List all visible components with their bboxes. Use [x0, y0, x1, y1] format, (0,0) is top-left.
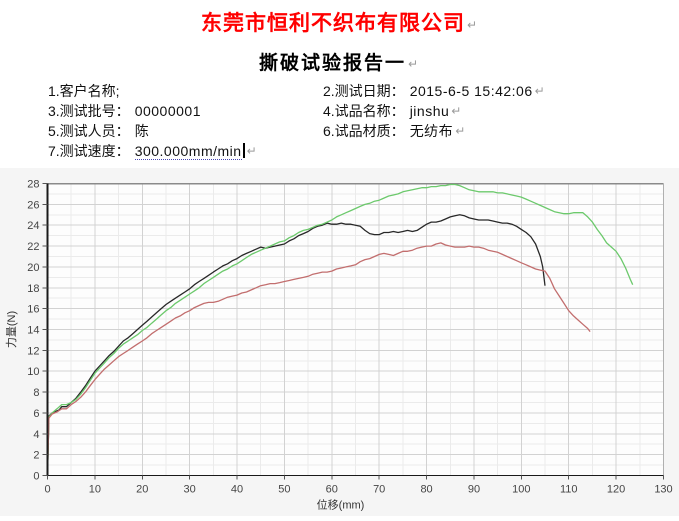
y-tick-label: 28: [27, 179, 39, 191]
y-tick-label: 2: [33, 450, 39, 462]
paragraph-mark-icon: ↵: [466, 18, 479, 32]
report-title-line[interactable]: 撕破试验报告一 ↵: [0, 48, 679, 75]
y-tick-label: 18: [27, 283, 39, 295]
field-batch-number[interactable]: 3.测试批号： 00000001: [48, 101, 201, 121]
field-value[interactable]: jinshu: [409, 103, 450, 119]
y-tick-label: 20: [27, 262, 39, 274]
field-value[interactable]: 300.000mm/min: [134, 143, 242, 160]
y-tick-label: 16: [27, 304, 39, 316]
field-test-date[interactable]: 2.测试日期： 2015-6-5 15:42:06 ↵: [323, 81, 545, 101]
x-tick-label: 120: [607, 484, 625, 496]
field-customer-name[interactable]: 1.客户名称;: [48, 81, 125, 101]
text-cursor: [242, 143, 245, 158]
y-tick-label: 22: [27, 241, 39, 253]
y-tick-label: 6: [33, 408, 39, 420]
x-tick-label: 40: [231, 484, 243, 496]
curve-specimen-1-black: [46, 214, 546, 476]
report-fields: 1.客户名称; 2.测试日期： 2015-6-5 15:42:06 ↵ 3.测试批号…: [0, 81, 679, 161]
y-tick-label: 24: [27, 220, 39, 232]
x-tick-label: 80: [420, 484, 432, 496]
company-title-text[interactable]: 东莞市恒利不织布有限公司: [200, 12, 465, 35]
x-tick-label: 30: [184, 484, 196, 496]
field-value[interactable]: 00000001: [134, 103, 201, 119]
field-label[interactable]: 6.试品材质：: [323, 123, 405, 139]
field-sample-name[interactable]: 4.试品名称： jinshu ↵: [323, 101, 461, 121]
field-row-2: 3.测试批号： 00000001 4.试品名称： jinshu ↵: [0, 101, 679, 121]
field-sample-material[interactable]: 6.试品材质： 无纺布 ↵: [323, 121, 465, 141]
field-label[interactable]: 4.试品名称：: [323, 103, 405, 119]
y-tick-label: 4: [33, 429, 39, 441]
field-row-4: 7.测试速度： 300.000mm/min ↵: [0, 141, 679, 161]
y-tick-label: 26: [27, 199, 39, 211]
field-row-3: 5.测试人员：陈 6.试品材质： 无纺布 ↵: [0, 121, 679, 141]
paragraph-mark-icon: ↵: [407, 57, 421, 71]
curve-specimen-2-green: [46, 183, 634, 476]
x-tick-label: 50: [278, 484, 290, 496]
y-tick-label: 8: [33, 387, 39, 399]
y-tick-label: 10: [27, 366, 39, 378]
field-value[interactable]: 陈: [134, 123, 150, 139]
x-tick-label: 10: [89, 484, 101, 496]
paragraph-mark-icon: ↵: [534, 84, 545, 98]
y-tick-label: 12: [27, 345, 39, 357]
paragraph-mark-icon: ↵: [246, 144, 257, 158]
field-label[interactable]: 2.测试日期：: [323, 83, 405, 99]
field-label[interactable]: 1.客户名称;: [48, 83, 120, 99]
field-value[interactable]: 无纺布: [409, 123, 454, 139]
field-row-1: 1.客户名称; 2.测试日期： 2015-6-5 15:42:06 ↵: [0, 81, 679, 101]
report-title-text[interactable]: 撕破试验报告一: [258, 53, 406, 74]
x-tick-label: 0: [44, 484, 50, 496]
x-tick-label: 60: [326, 484, 338, 496]
x-tick-label: 20: [136, 484, 148, 496]
paragraph-mark-icon: ↵: [455, 124, 466, 138]
y-axis-title: 力量(N): [5, 311, 18, 348]
document-header: 东莞市恒利不织布有限公司 ↵ 撕破试验报告一 ↵: [0, 0, 679, 75]
x-tick-label: 100: [512, 484, 530, 496]
x-axis-title: 位移(mm): [317, 498, 365, 512]
curve-specimen-3-red: [46, 242, 591, 476]
paragraph-mark-icon: ↵: [451, 104, 462, 118]
field-tester[interactable]: 5.测试人员：陈: [48, 121, 149, 141]
field-label[interactable]: 7.测试速度：: [48, 143, 130, 159]
x-tick-label: 130: [654, 484, 672, 496]
field-label[interactable]: 3.测试批号：: [48, 103, 130, 119]
field-test-speed[interactable]: 7.测试速度： 300.000mm/min ↵: [48, 141, 257, 161]
field-label[interactable]: 5.测试人员：: [48, 123, 130, 139]
y-tick-label: 0: [33, 471, 39, 483]
field-value[interactable]: 2015-6-5 15:42:06: [409, 83, 533, 99]
x-tick-label: 110: [560, 484, 578, 496]
y-tick-label: 14: [27, 325, 39, 337]
tear-test-chart: 0 10 20 30 40 50 60 70 80 90 100 110 120 130 0 2 4 6 8 10 12…: [0, 168, 679, 516]
force-displacement-plot: 0 10 20 30 40 50 60 70 80 90 100 110 120 130024681012…: [5, 179, 673, 512]
x-tick-label: 90: [468, 484, 480, 496]
x-tick-label: 70: [373, 484, 385, 496]
company-title-line[interactable]: 东莞市恒利不织布有限公司 ↵: [0, 7, 679, 37]
